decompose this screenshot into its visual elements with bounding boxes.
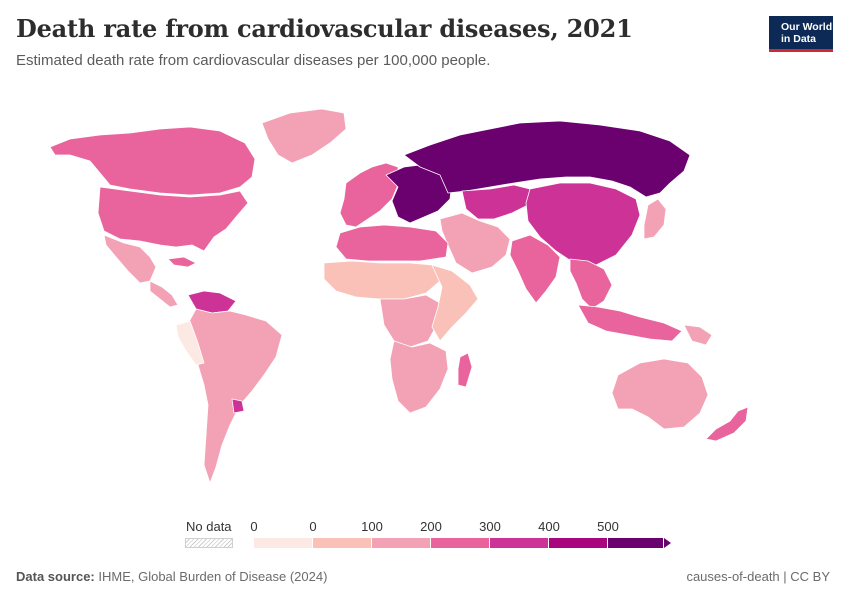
region-canada-alaska[interactable]: [49, 126, 256, 196]
region-north-africa[interactable]: [335, 224, 449, 262]
legend-arrow: [664, 538, 671, 548]
region-east-africa[interactable]: [431, 264, 479, 342]
region-central-asia[interactable]: [461, 184, 531, 220]
region-peru[interactable]: [175, 320, 205, 366]
region-usa[interactable]: [97, 186, 249, 252]
source-label: Data source:: [16, 569, 95, 584]
world-map: [49, 108, 749, 484]
region-southern-africa[interactable]: [389, 340, 449, 414]
legend-tick-1: 0: [309, 519, 317, 534]
region-new-zealand[interactable]: [705, 406, 749, 442]
region-australia[interactable]: [611, 358, 709, 430]
legend-tick-3: 200: [420, 519, 442, 534]
legend-no-data-swatch: [185, 538, 233, 548]
region-western-europe[interactable]: [339, 162, 399, 228]
legend-bin-4[interactable]: [490, 538, 549, 548]
region-papua-new-guinea[interactable]: [683, 324, 713, 346]
region-india[interactable]: [509, 234, 561, 304]
region-indonesia[interactable]: [577, 304, 683, 342]
footer-license[interactable]: causes-of-death | CC BY: [686, 569, 830, 584]
region-sahel[interactable]: [323, 260, 441, 300]
footer-source: Data source: IHME, Global Burden of Dise…: [16, 569, 327, 584]
region-china-mongolia[interactable]: [525, 182, 641, 266]
chart-title: Death rate from cardiovascular diseases,…: [16, 14, 633, 43]
legend-tick-0: 0: [250, 519, 258, 534]
legend-tick-5: 400: [538, 519, 560, 534]
legend-bin-5[interactable]: [549, 538, 608, 548]
region-middle-east[interactable]: [439, 212, 511, 274]
legend-bin-2[interactable]: [372, 538, 431, 548]
legend-bin-0[interactable]: [254, 538, 313, 548]
source-text[interactable]: IHME, Global Burden of Disease (2024): [98, 569, 328, 584]
region-south-america[interactable]: [185, 308, 283, 484]
region-madagascar[interactable]: [457, 352, 473, 388]
region-japan[interactable]: [643, 198, 667, 240]
region-caribbean[interactable]: [167, 256, 197, 268]
region-uruguay[interactable]: [231, 398, 245, 414]
owid-logo[interactable]: Our World in Data: [769, 16, 833, 52]
legend-tick-4: 300: [479, 519, 501, 534]
chart-subtitle: Estimated death rate from cardiovascular…: [16, 52, 491, 69]
legend-tick-6: 500: [597, 519, 619, 534]
legend: No data 0 0 100 200 300 400 500: [0, 515, 850, 555]
logo-line-2: in Data: [781, 33, 817, 45]
logo-line-1: Our World: [781, 21, 833, 33]
legend-tick-2: 100: [361, 519, 383, 534]
legend-bin-3[interactable]: [431, 538, 490, 548]
region-greenland[interactable]: [261, 108, 347, 164]
region-central-africa[interactable]: [379, 294, 441, 348]
legend-no-data-label: No data: [186, 519, 232, 534]
region-southeast-asia[interactable]: [569, 258, 613, 310]
legend-bin-6[interactable]: [608, 538, 664, 548]
region-central-america[interactable]: [149, 280, 179, 308]
legend-bin-1[interactable]: [313, 538, 372, 548]
